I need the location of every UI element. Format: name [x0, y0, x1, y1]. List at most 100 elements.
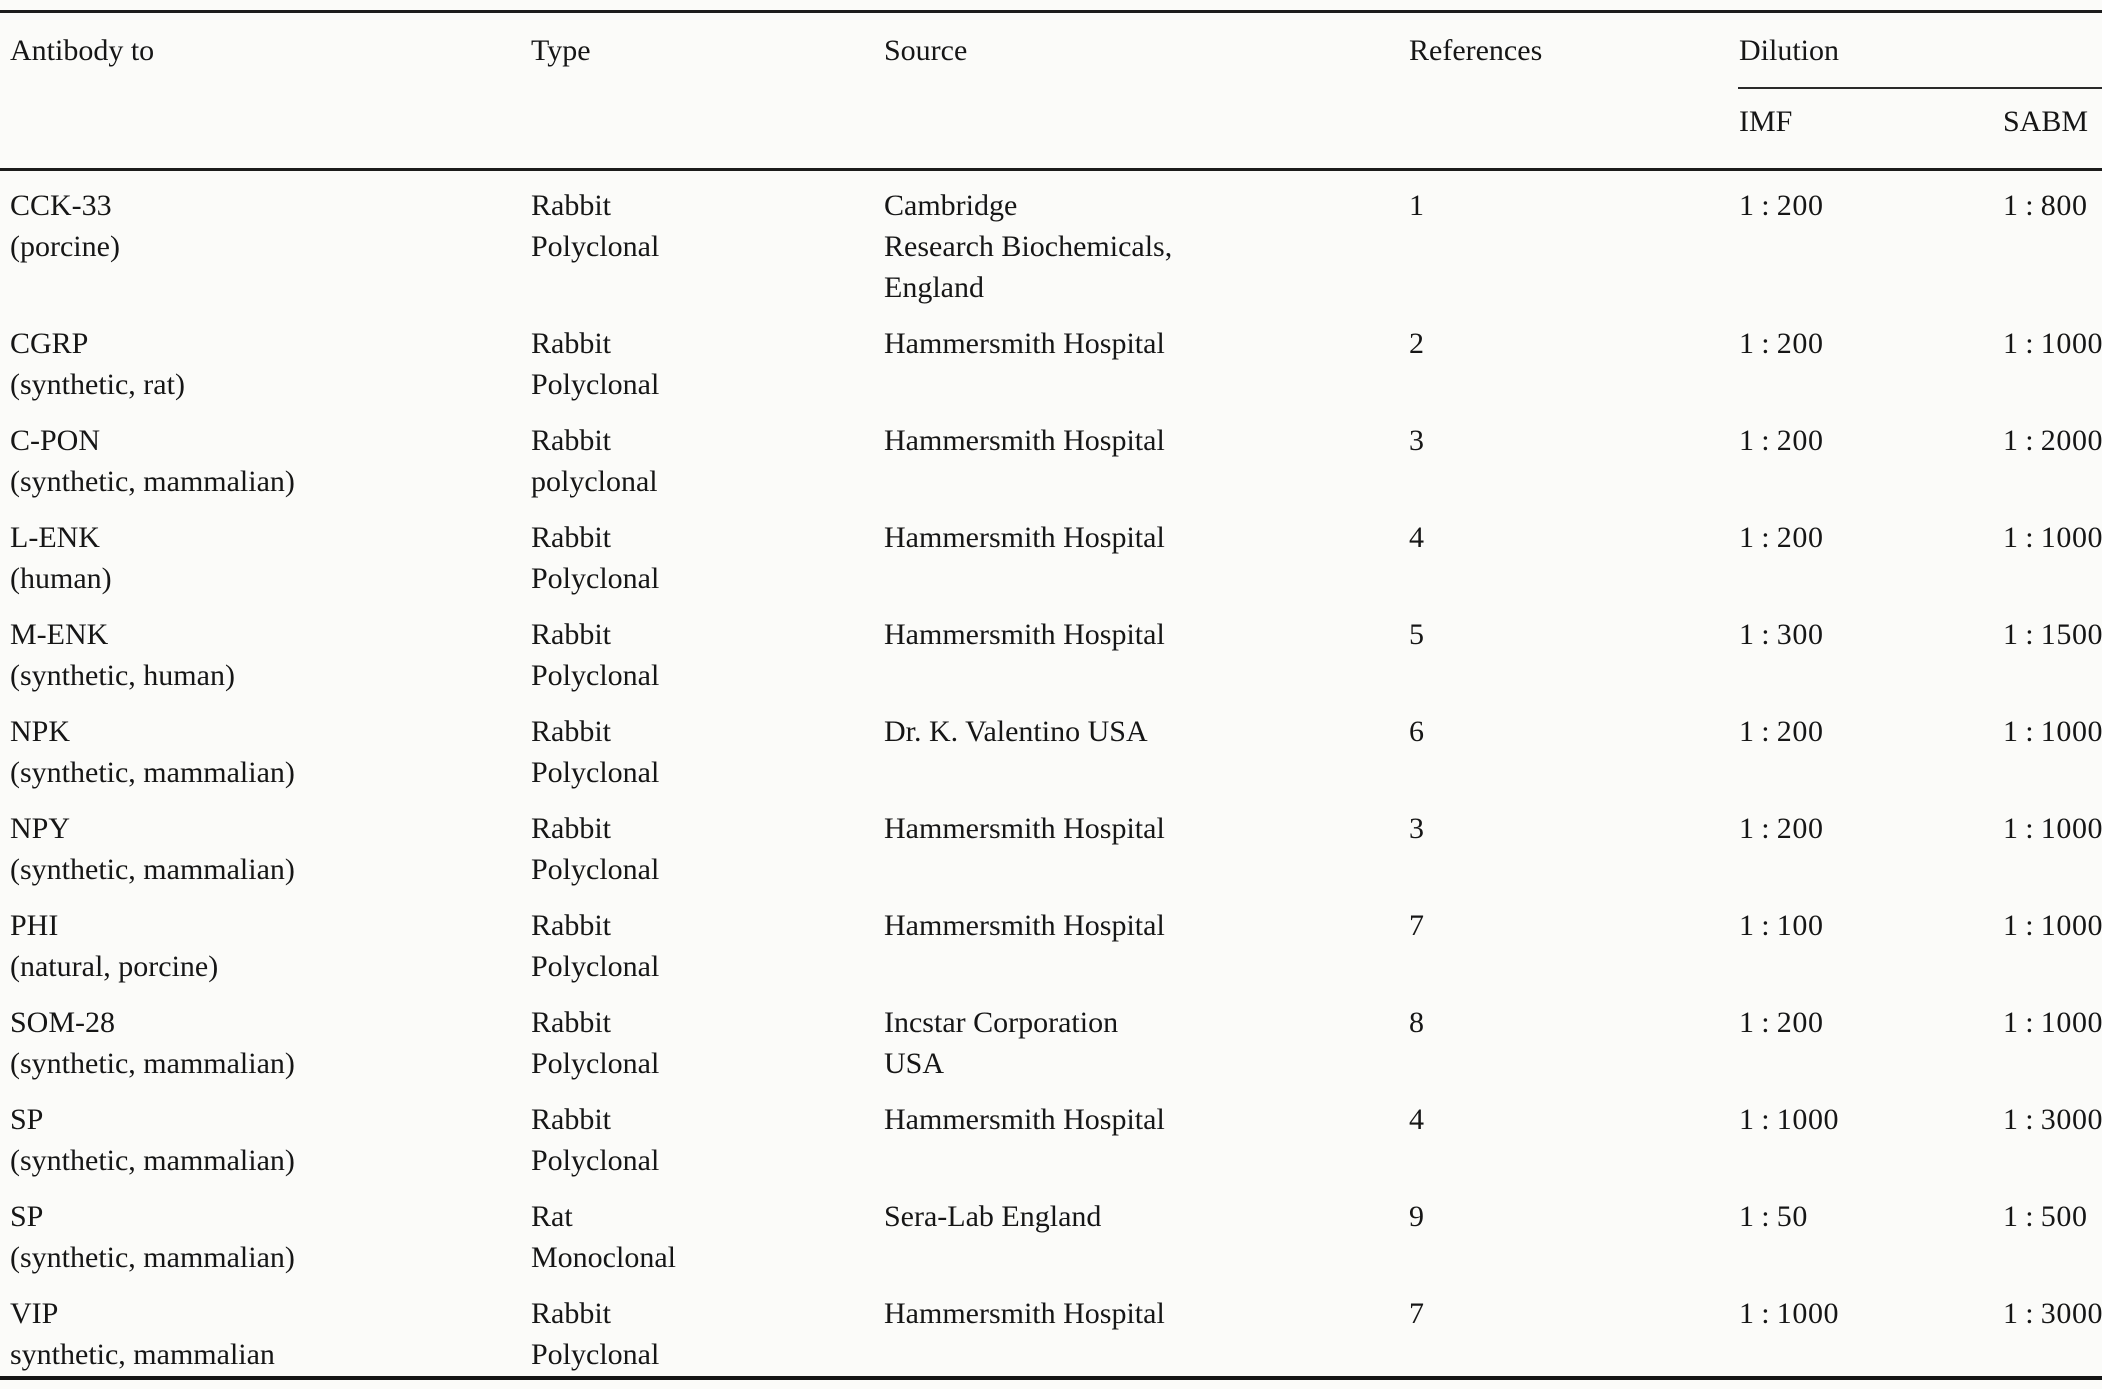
sabm-dilution-cell: 1 : 500: [2002, 1182, 2102, 1279]
references-cell-line: 9: [1409, 1200, 1425, 1233]
type-cell-line: Rabbit: [531, 1297, 611, 1330]
references-cell: 6: [1408, 697, 1738, 794]
antibody-cell-line: (synthetic, human): [10, 659, 235, 692]
references-cell-line: 7: [1409, 1297, 1425, 1330]
antibody-cell-line: (human): [10, 562, 112, 595]
references-cell-line: 4: [1409, 521, 1425, 554]
sabm-dilution-cell: 1 : 1000: [2002, 988, 2102, 1085]
table-row: NPY (synthetic, mammalian) Rabbit Polyclona…: [0, 794, 2102, 891]
type-cell-line: Rat: [531, 1200, 573, 1233]
source-cell-line: Hammersmith Hospital: [884, 327, 1165, 360]
type-cell-line: Polyclonal: [531, 1338, 660, 1371]
type-cell-line: polyclonal: [531, 465, 658, 498]
source-cell-line: Hammersmith Hospital: [884, 521, 1165, 554]
antibody-cell-line: L-ENK: [10, 521, 100, 554]
type-cell-line: Rabbit: [531, 812, 611, 845]
source-cell: Hammersmith Hospital: [883, 794, 1408, 891]
source-cell: Hammersmith Hospital: [883, 406, 1408, 503]
type-cell: Rabbit Polyclonal: [530, 170, 883, 310]
sabm-dilution-cell: 1 : 1000: [2002, 697, 2102, 794]
sabm-dilution-cell-line: 1 : 1000: [2003, 327, 2102, 360]
antibody-cell-line: (natural, porcine): [10, 950, 219, 983]
imf-dilution-cell: 1 : 200: [1738, 697, 2002, 794]
imf-dilution-cell-line: 1 : 200: [1739, 327, 1824, 360]
antibody-cell-line: CGRP: [10, 327, 89, 360]
column-header-imf: IMF: [1739, 105, 1793, 138]
antibody-cell: NPY (synthetic, mammalian): [0, 794, 530, 891]
table-row: SP (synthetic, mammalian) Rat Monoclonal Ser…: [0, 1182, 2102, 1279]
antibody-cell-line: CCK-33: [10, 189, 112, 222]
imf-dilution-cell-line: 1 : 200: [1739, 424, 1824, 457]
type-cell-line: Polyclonal: [531, 562, 660, 595]
source-cell-line: Sera-Lab England: [884, 1200, 1102, 1233]
source-cell: Hammersmith Hospital: [883, 503, 1408, 600]
column-header-type: Type: [531, 34, 591, 67]
column-header-dilution: Dilution: [1738, 11, 2102, 89]
imf-dilution-cell-line: 1 : 200: [1739, 812, 1824, 845]
type-cell-line: Polyclonal: [531, 230, 660, 263]
source-cell-line: Hammersmith Hospital: [884, 424, 1165, 457]
antibody-cell: SOM-28 (synthetic, mammalian): [0, 988, 530, 1085]
sabm-dilution-cell-line: 1 : 1000: [2003, 521, 2102, 554]
imf-dilution-cell: 1 : 200: [1738, 794, 2002, 891]
type-cell-line: Polyclonal: [531, 368, 660, 401]
type-cell-line: Rabbit: [531, 1006, 611, 1039]
type-cell-line: Polyclonal: [531, 950, 660, 983]
antibody-cell-line: PHI: [10, 909, 59, 942]
antibody-cell: VIP synthetic, mammalian: [0, 1279, 530, 1378]
source-cell: Hammersmith Hospital: [883, 1085, 1408, 1182]
antibody-cell: SP (synthetic, mammalian): [0, 1085, 530, 1182]
references-cell-line: 2: [1409, 327, 1425, 360]
imf-dilution-cell-line: 1 : 1000: [1739, 1297, 1840, 1330]
source-cell-line: Hammersmith Hospital: [884, 618, 1165, 651]
table-row: VIP synthetic, mammalian Rabbit Polyclonal H…: [0, 1279, 2102, 1378]
type-cell-line: Rabbit: [531, 424, 611, 457]
type-cell-line: Polyclonal: [531, 853, 660, 886]
source-cell: Sera-Lab England: [883, 1182, 1408, 1279]
antibody-cell-line: C-PON: [10, 424, 101, 457]
table-body: CCK-33 (porcine) Rabbit Polyclonal Cambridge…: [0, 170, 2102, 1379]
imf-dilution-cell: 1 : 1000: [1738, 1279, 2002, 1378]
source-cell-line: Hammersmith Hospital: [884, 1297, 1165, 1330]
table-row: PHI (natural, porcine) Rabbit Polyclonal Ham…: [0, 891, 2102, 988]
table-row: SP (synthetic, mammalian) Rabbit Polyclonal…: [0, 1085, 2102, 1182]
imf-dilution-cell: 1 : 300: [1738, 600, 2002, 697]
type-cell: Rabbit Polyclonal: [530, 503, 883, 600]
source-cell: Hammersmith Hospital: [883, 891, 1408, 988]
type-cell: Rabbit polyclonal: [530, 406, 883, 503]
column-header-sabm: SABM: [2003, 105, 2089, 138]
table-row: CCK-33 (porcine) Rabbit Polyclonal Cambridge…: [0, 170, 2102, 310]
source-cell-line: Hammersmith Hospital: [884, 909, 1165, 942]
antibody-cell-line: SP: [10, 1103, 44, 1136]
sabm-dilution-cell: 1 : 2000: [2002, 406, 2102, 503]
references-cell-line: 4: [1409, 1103, 1425, 1136]
antibody-table: Antibody to Type Source References Dilut…: [0, 10, 2102, 1380]
type-cell-line: Polyclonal: [531, 659, 660, 692]
column-header-references: References: [1409, 34, 1543, 67]
references-cell: 2: [1408, 309, 1738, 406]
antibody-cell-line: (synthetic, mammalian): [10, 465, 295, 498]
type-cell-line: Rabbit: [531, 715, 611, 748]
type-cell: Rabbit Polyclonal: [530, 309, 883, 406]
source-cell-line: Incstar Corporation: [884, 1006, 1119, 1039]
antibody-cell-line: (synthetic, mammalian): [10, 853, 295, 886]
source-cell-line: USA: [884, 1047, 945, 1080]
type-cell: Rabbit Polyclonal: [530, 794, 883, 891]
antibody-cell: L-ENK (human): [0, 503, 530, 600]
sabm-dilution-cell-line: 1 : 2000: [2003, 424, 2102, 457]
type-cell: Rabbit Polyclonal: [530, 1085, 883, 1182]
sabm-dilution-cell: 1 : 1000: [2002, 309, 2102, 406]
imf-dilution-cell: 1 : 200: [1738, 988, 2002, 1085]
imf-dilution-cell-line: 1 : 50: [1739, 1200, 1808, 1233]
antibody-cell-line: NPY: [10, 812, 71, 845]
sabm-dilution-cell: 1 : 1000: [2002, 503, 2102, 600]
imf-dilution-cell: 1 : 100: [1738, 891, 2002, 988]
table-row: SOM-28 (synthetic, mammalian) Rabbit Polycl…: [0, 988, 2102, 1085]
table-row: C-PON (synthetic, mammalian) Rabbit polyclo…: [0, 406, 2102, 503]
source-cell-line: Research Biochemicals,: [884, 230, 1173, 263]
antibody-cell-line: (synthetic, mammalian): [10, 756, 295, 789]
references-cell: 1: [1408, 170, 1738, 310]
type-cell-line: Rabbit: [531, 1103, 611, 1136]
references-cell-line: 8: [1409, 1006, 1425, 1039]
